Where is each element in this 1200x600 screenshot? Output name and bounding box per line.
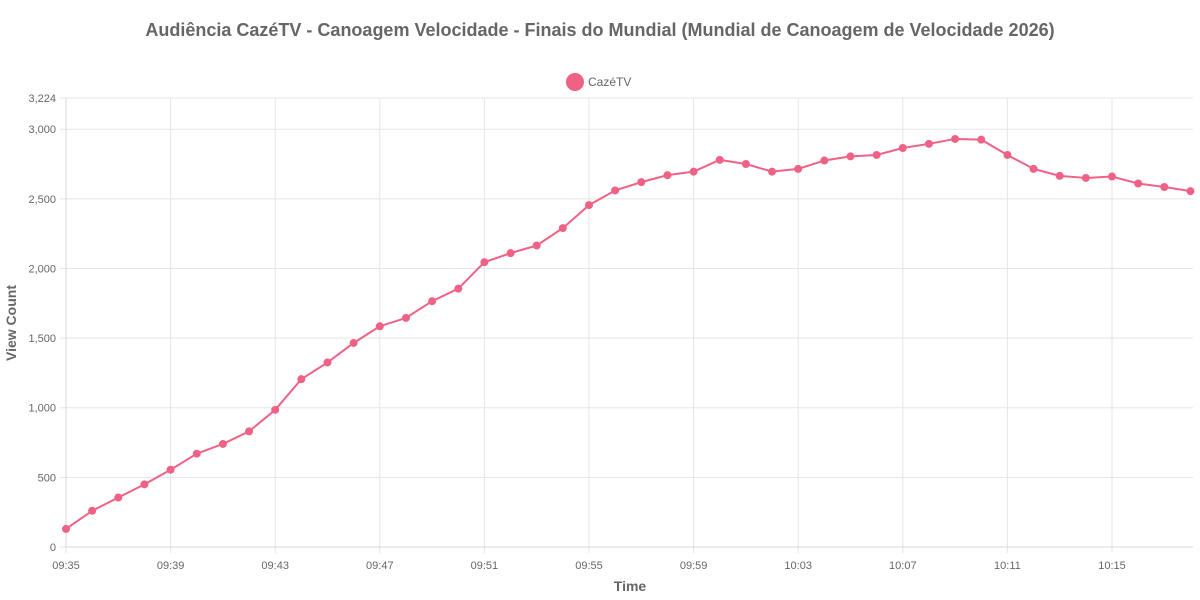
- data-point[interactable]: [768, 167, 777, 176]
- legend-marker: [566, 73, 584, 91]
- y-tick-label: 2,000: [28, 263, 56, 275]
- data-point[interactable]: [1003, 150, 1012, 159]
- y-axis-title: View Count: [3, 285, 19, 361]
- x-axis-title: Time: [614, 578, 647, 594]
- data-point[interactable]: [1108, 172, 1116, 181]
- legend[interactable]: CazéTV: [566, 73, 631, 91]
- data-point[interactable]: [166, 465, 175, 474]
- series: [62, 134, 1195, 533]
- data-point[interactable]: [1081, 173, 1090, 182]
- y-tick-label: 500: [38, 472, 56, 484]
- data-point[interactable]: [585, 201, 593, 210]
- data-point[interactable]: [349, 338, 358, 347]
- data-point[interactable]: [192, 449, 201, 458]
- y-tick-label: 2,500: [28, 194, 56, 206]
- data-point[interactable]: [140, 480, 149, 489]
- series-line: [65, 137, 1191, 530]
- x-tick-label: 10:15: [1098, 560, 1126, 572]
- x-tick-label: 09:55: [575, 560, 603, 572]
- data-point[interactable]: [88, 506, 97, 515]
- data-point[interactable]: [454, 284, 463, 293]
- y-tick-label: 3,000: [28, 124, 56, 136]
- data-point[interactable]: [872, 150, 881, 159]
- data-point[interactable]: [375, 322, 384, 331]
- data-point[interactable]: [1055, 171, 1064, 180]
- data-point[interactable]: [532, 241, 541, 250]
- data-point[interactable]: [271, 405, 280, 414]
- grid: [60, 97, 1193, 553]
- x-tick-label: 09:43: [261, 560, 289, 572]
- x-tick-label: 10:07: [889, 560, 917, 572]
- data-point[interactable]: [1029, 164, 1038, 173]
- x-tick-label: 09:59: [680, 560, 708, 572]
- data-point[interactable]: [218, 439, 227, 448]
- data-point[interactable]: [611, 186, 620, 195]
- y-tick-label: 3,224: [28, 93, 56, 105]
- data-point[interactable]: [297, 375, 306, 384]
- data-point[interactable]: [794, 164, 803, 173]
- data-point[interactable]: [401, 313, 410, 322]
- data-point[interactable]: [977, 135, 986, 144]
- legend-label: CazéTV: [588, 75, 631, 89]
- x-tick-label: 10:03: [784, 560, 812, 572]
- data-point[interactable]: [820, 156, 829, 165]
- data-point[interactable]: [480, 258, 489, 267]
- chart-title: Audiência CazéTV - Canoagem Velocidade -…: [145, 20, 1054, 40]
- data-point[interactable]: [741, 160, 750, 169]
- data-point[interactable]: [689, 167, 698, 176]
- data-point[interactable]: [663, 171, 672, 180]
- data-point[interactable]: [323, 358, 332, 367]
- data-point[interactable]: [846, 152, 855, 161]
- y-tick-label: 1,500: [28, 333, 56, 345]
- y-tick-label: 1,000: [28, 403, 56, 415]
- x-tick-label: 09:35: [52, 560, 80, 572]
- axes: 0 500 1,000 1,500 2,000 2,500 3,000 3,224 09:35 0…: [28, 93, 1193, 572]
- x-tick-label: 10:11: [994, 560, 1021, 572]
- x-tick-label: 09:51: [471, 560, 499, 572]
- data-point[interactable]: [62, 524, 70, 533]
- data-point[interactable]: [1160, 182, 1169, 191]
- data-point[interactable]: [1134, 179, 1143, 188]
- data-point[interactable]: [637, 178, 646, 187]
- data-point[interactable]: [924, 139, 933, 148]
- data-point[interactable]: [245, 427, 254, 436]
- data-point[interactable]: [558, 224, 567, 233]
- y-tick-label: 0: [50, 542, 56, 554]
- data-point[interactable]: [428, 297, 437, 306]
- data-point[interactable]: [951, 134, 960, 143]
- x-tick-label: 09:47: [366, 560, 394, 572]
- data-point[interactable]: [1186, 187, 1195, 196]
- data-point[interactable]: [898, 143, 907, 152]
- data-point[interactable]: [715, 155, 724, 164]
- x-tick-label: 09:39: [157, 560, 185, 572]
- data-point[interactable]: [114, 493, 123, 502]
- data-point[interactable]: [506, 249, 515, 258]
